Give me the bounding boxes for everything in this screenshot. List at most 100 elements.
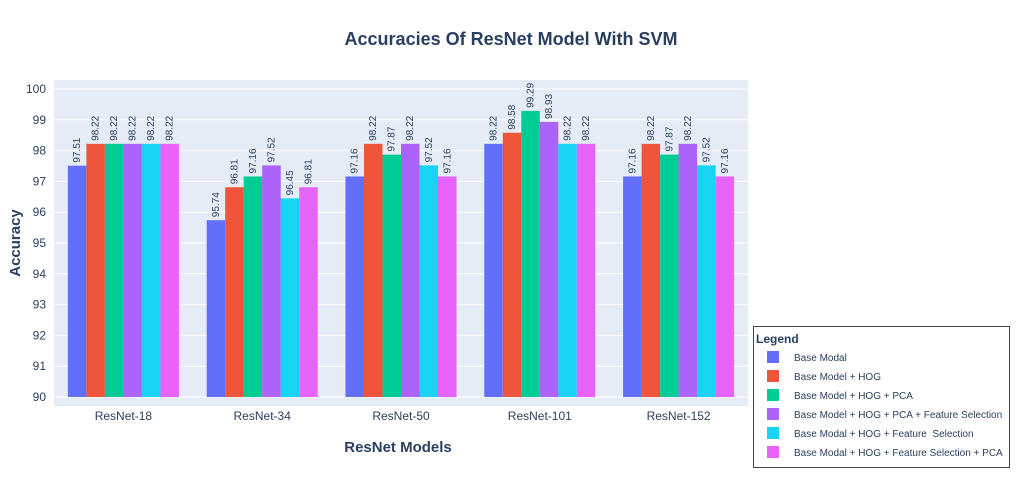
bar	[86, 143, 105, 397]
bar	[243, 176, 263, 397]
bar	[438, 176, 457, 397]
y-tick-label: 91	[33, 359, 47, 373]
y-axis-ticks: 90 91 92 93 94 95 96 97 98 99 100	[26, 82, 46, 404]
data-label: 95.74	[211, 192, 222, 217]
bar	[558, 143, 577, 397]
data-label: 97.52	[424, 137, 435, 162]
x-tick-label: ResNet-50	[372, 409, 430, 423]
bar	[123, 143, 142, 397]
data-label: 98.22	[91, 115, 102, 140]
data-label: 97.51	[72, 137, 83, 162]
legend-box	[753, 326, 1010, 468]
bars	[67, 110, 735, 398]
y-tick-label: 98	[33, 144, 47, 158]
y-tick-label: 99	[33, 113, 47, 127]
legend-swatch	[767, 427, 779, 439]
x-tick-label: ResNet-18	[95, 409, 153, 423]
data-label: 96.81	[229, 159, 240, 184]
y-tick-label: 92	[33, 328, 47, 342]
data-label: 96.81	[303, 159, 314, 184]
data-label: 97.16	[350, 148, 361, 173]
bar	[299, 187, 318, 397]
bar	[623, 176, 642, 397]
bar	[697, 165, 716, 397]
y-tick-label: 100	[26, 82, 46, 96]
bar	[678, 143, 698, 397]
y-tick-label: 93	[33, 298, 47, 312]
legend-swatch	[767, 389, 779, 401]
chart-title: Accuracies Of ResNet Model With SVM	[345, 29, 678, 49]
data-label: 98.22	[109, 115, 120, 140]
data-label: 97.52	[701, 137, 712, 162]
data-label: 98.22	[128, 115, 139, 140]
x-tick-label: ResNet-34	[234, 409, 292, 423]
legend-item-label: Base Modal + HOG + Feature Selection	[794, 429, 974, 440]
legend-title: Legend	[756, 332, 799, 346]
data-label: 98.22	[581, 115, 592, 140]
bar	[225, 187, 244, 397]
bar	[382, 154, 401, 397]
data-label: 98.22	[646, 115, 657, 140]
data-label: 98.22	[165, 115, 176, 140]
y-tick-label: 94	[33, 267, 47, 281]
bar	[641, 143, 661, 397]
bar	[502, 132, 522, 397]
bar	[160, 143, 179, 397]
y-axis-title: Accuracy	[7, 209, 24, 277]
legend-swatch	[767, 351, 779, 363]
bar	[262, 165, 281, 397]
x-axis-title: ResNet Models	[344, 439, 452, 456]
data-label: 97.16	[720, 148, 731, 173]
bar	[141, 143, 161, 397]
bar	[660, 154, 679, 397]
data-label: 98.22	[489, 115, 500, 140]
data-label: 97.16	[248, 148, 259, 173]
legend-items: Base Modal Base Model + HOG Base Model + H…	[767, 351, 1003, 459]
data-label: 97.16	[627, 148, 638, 173]
x-tick-label: ResNet-101	[508, 409, 572, 423]
x-axis-ticks: ResNet-18 ResNet-34 ResNet-50 ResNet-101 Res…	[95, 409, 711, 423]
bar	[345, 176, 364, 397]
y-tick-label: 95	[33, 236, 47, 250]
legend-item-label: Base Model + HOG + PCA	[794, 391, 913, 402]
data-label: 98.58	[507, 104, 518, 129]
bar	[206, 220, 226, 397]
bar	[67, 165, 87, 397]
legend-swatch	[767, 370, 779, 382]
y-tick-label: 90	[33, 390, 47, 404]
bar	[576, 143, 596, 397]
bar	[104, 143, 124, 397]
data-label: 97.87	[387, 126, 398, 151]
data-label: 98.22	[405, 115, 416, 140]
y-tick-label: 97	[33, 174, 47, 188]
data-label: 98.22	[563, 115, 574, 140]
x-tick-label: ResNet-152	[647, 409, 711, 423]
legend-item-label: Base Modal	[794, 353, 847, 364]
legend-swatch	[767, 408, 779, 420]
legend-item-label: Base Modal + HOG + Feature Selection + P…	[794, 448, 1003, 459]
data-label: 96.45	[285, 170, 296, 195]
data-label: 97.52	[266, 137, 277, 162]
data-labels: 97.51 98.22 98.22 98.22 98.22 98.22 95.74 96.81…	[72, 82, 731, 217]
data-label: 99.29	[526, 82, 537, 107]
bar	[363, 143, 383, 397]
legend-item-label: Base Model + HOG + PCA + Feature Selecti…	[794, 410, 1002, 421]
bar	[521, 110, 540, 398]
bar	[419, 165, 439, 397]
y-tick-label: 96	[33, 205, 47, 219]
data-label: 97.16	[442, 148, 453, 173]
legend-item-label: Base Model + HOG	[794, 372, 881, 383]
bar	[401, 143, 420, 397]
data-label: 98.22	[683, 115, 694, 140]
bar	[715, 176, 735, 397]
legend-swatch	[767, 446, 779, 458]
bar	[539, 121, 559, 398]
data-label: 98.22	[146, 115, 157, 140]
data-label: 97.87	[664, 126, 675, 151]
data-label: 98.93	[544, 93, 555, 118]
bar	[484, 143, 503, 397]
data-label: 98.22	[368, 115, 379, 140]
bar	[280, 198, 300, 397]
